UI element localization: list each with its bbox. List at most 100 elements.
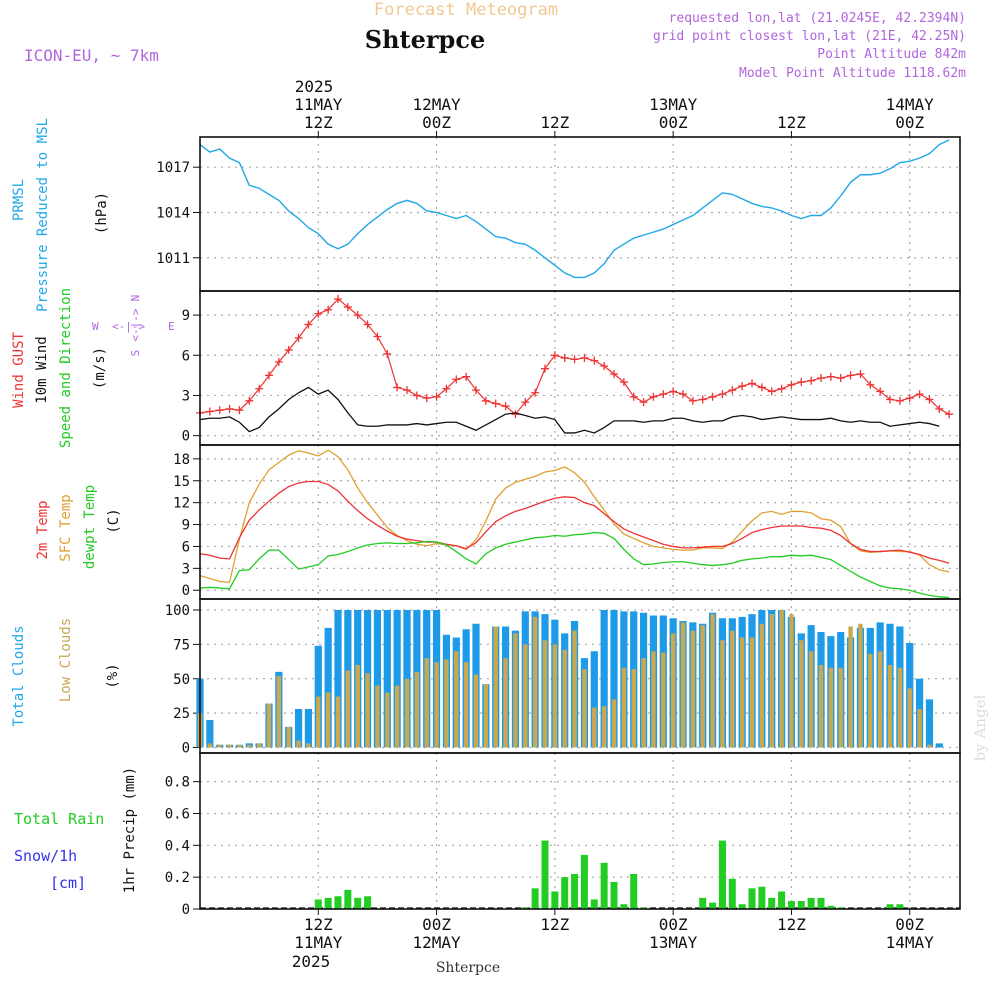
low-cloud-bar: [414, 671, 420, 748]
ytick-label: 50: [173, 672, 190, 688]
wind-gust-marker: [767, 387, 776, 396]
top-time-label: 00Z: [659, 113, 688, 132]
snow-label: Snow/1h: [14, 847, 77, 865]
ytick-label: 0.4: [165, 838, 190, 854]
wind-gust-marker: [777, 384, 786, 393]
ytick-label: 0: [182, 741, 190, 757]
wind-gust-marker: [245, 396, 254, 405]
rain-bar: [738, 904, 746, 909]
wind-gust-marker: [807, 376, 816, 385]
low-cloud-bar: [286, 726, 291, 748]
total-cloud-bar: [373, 610, 382, 748]
rain-bar: [630, 873, 638, 909]
dewpt-label: dewpt Temp: [82, 485, 98, 569]
low-cloud-bar: [799, 640, 804, 748]
low-cloud-bar: [779, 610, 784, 748]
rain-bar: [590, 899, 598, 909]
compass-w: W: [92, 320, 99, 333]
low-cloud-bar: [532, 616, 538, 748]
low-cloud-bar: [828, 667, 834, 748]
low-cloud-bar: [316, 696, 321, 748]
wind-gust-marker: [235, 406, 244, 415]
wind-gust-marker: [925, 395, 934, 404]
rain-bar: [827, 905, 835, 909]
low-cloud-bar: [237, 744, 242, 748]
wind-gust-marker: [452, 375, 461, 384]
total-cloud-bar: [590, 651, 598, 748]
wind-gust-marker: [886, 395, 895, 404]
ytick-label: 0: [182, 583, 190, 599]
wind-gust-marker: [895, 396, 904, 405]
total-cloud-bar: [304, 709, 313, 748]
low-cloud-bar: [394, 685, 400, 748]
low-cloud-bar: [651, 651, 656, 748]
wind-gust-label: Wind GUST: [11, 332, 27, 408]
wind-gust-marker: [393, 383, 402, 392]
low-cloud-bar: [404, 678, 410, 748]
total-cloud-bar: [935, 743, 943, 748]
total-cloud-bar: [324, 627, 332, 748]
compass-s: S: [129, 350, 142, 357]
wind-gust-marker: [205, 407, 214, 416]
wind-unit: (m/s): [92, 347, 108, 389]
low-cloud-bar: [739, 637, 745, 748]
total-cloud-bar: [600, 610, 608, 748]
rain-bar: [344, 889, 352, 909]
rain-bar: [758, 886, 766, 909]
low-cloud-bar: [710, 614, 715, 748]
low-cloud-bar: [877, 651, 883, 748]
bottom-time-label: 00Z: [659, 915, 688, 934]
low-cloud-bar: [818, 665, 824, 748]
compass-n: N: [129, 295, 142, 302]
wind-speed-dir-label: Speed and Direction: [58, 288, 74, 448]
low-cloud-bar: [592, 707, 597, 748]
wind-gust-marker: [481, 396, 490, 405]
compass-arrow-horizontal: <-|->: [112, 320, 145, 333]
low-cloud-bar: [523, 644, 528, 748]
wind-gust-marker: [629, 392, 638, 401]
bottom-date-label: 13MAY: [649, 933, 698, 952]
low-cloud-bar: [375, 685, 380, 748]
pressure-label-msl: Pressure Reduced to MSL: [35, 118, 51, 312]
wind-gust-marker: [491, 399, 500, 408]
compass-e: E: [168, 320, 175, 333]
bottom-year-label: 2025: [292, 952, 331, 971]
panel-frame: [199, 136, 961, 292]
low-cloud-bar: [907, 688, 912, 748]
ytick-label: 0.8: [165, 775, 190, 791]
wind-gust-marker: [304, 320, 313, 329]
wind-gust-marker: [265, 371, 274, 380]
sfc-temp-line: [199, 449, 950, 583]
low-cloud-bar: [424, 658, 429, 748]
ytick-label: 0: [182, 429, 190, 445]
rain-bar: [748, 888, 756, 909]
wind-gust-marker: [334, 295, 343, 304]
wind-gust-marker: [403, 386, 412, 395]
wind-gust-marker: [826, 372, 835, 381]
compass-legend: N <-|-> S W <-|-> E: [92, 295, 175, 357]
sfc-temp-label: SFC Temp: [58, 494, 74, 561]
low-cloud-bar: [897, 667, 903, 748]
wind-gust-marker: [383, 349, 392, 358]
temp-ylabels: 2m Temp SFC Temp dewpt Temp (C): [35, 485, 122, 569]
ytick-label: 0.6: [165, 806, 190, 822]
total-cloud-bar: [206, 720, 214, 748]
point-altitude: Point Altitude 842m: [817, 47, 966, 62]
low-cloud-bar: [601, 706, 607, 748]
rain-bar: [571, 873, 579, 909]
location-title: Shterpce: [365, 25, 485, 54]
snow-unit-label: [cm]: [50, 874, 86, 892]
wind-gust-marker: [659, 390, 668, 399]
wind-gust-marker: [639, 398, 648, 407]
ytick-label: 1011: [156, 251, 190, 267]
wind-gust-marker: [432, 392, 441, 401]
top-date-label: 13MAY: [649, 95, 698, 114]
wind-gust-marker: [570, 355, 579, 364]
wind-gust-marker: [945, 410, 954, 419]
low-cloud-bar: [611, 699, 617, 748]
wind-gust-marker: [797, 378, 806, 387]
ytick-label: 15: [173, 474, 190, 490]
bottom-time-label: 12Z: [304, 915, 333, 934]
low-cloud-bar: [227, 744, 232, 748]
